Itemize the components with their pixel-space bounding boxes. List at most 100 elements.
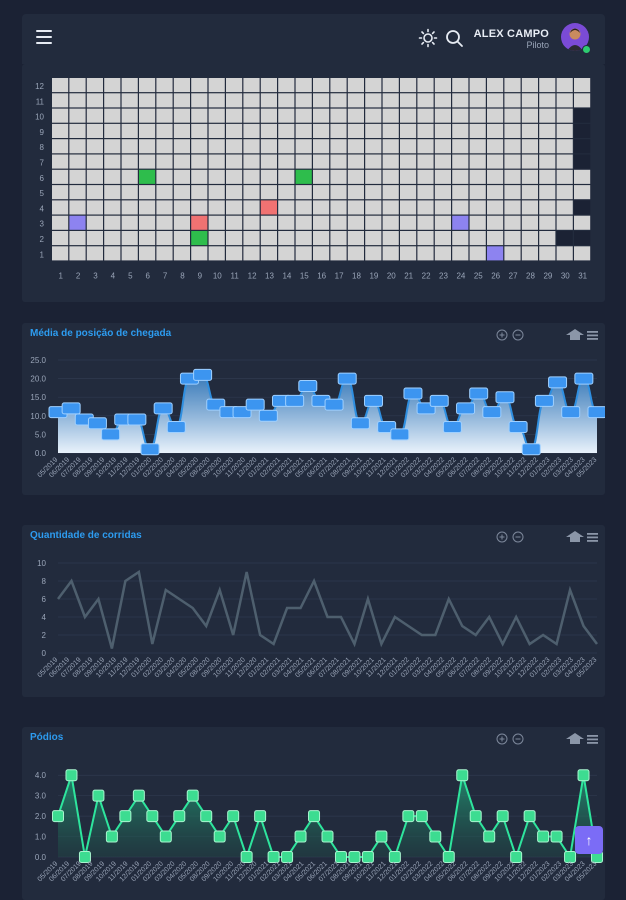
heatmap-cell [191,154,208,169]
data-point [213,830,226,843]
heatmap-cell [156,200,173,215]
data-point [52,810,64,823]
heatmap-cell [104,139,121,154]
heatmap-cell [260,123,277,138]
heatmap-cell [139,123,156,138]
heatmap-x-label: 17 [335,272,344,281]
heatmap-x-label: 5 [128,272,133,281]
chart-menu-icon[interactable] [587,331,598,340]
data-point [166,420,186,433]
heatmap-cell [504,246,521,261]
home-icon[interactable] [566,531,584,542]
heatmap-cell [156,108,173,123]
heatmap-cell [208,231,225,246]
heatmap-cell [69,139,86,154]
avatar[interactable] [561,23,589,51]
heatmap-cell [121,169,138,184]
heatmap-cell [295,231,312,246]
heatmap-cell [382,123,399,138]
data-point [361,851,374,863]
heatmap-cell [574,185,591,200]
zoom-out-icon[interactable] [512,531,524,543]
heatmap-cell [295,78,312,93]
heatmap-cell [469,215,486,230]
heatmap-cell [382,93,399,108]
heatmap-x-label: 12 [248,272,257,281]
heatmap-cell [139,200,156,215]
heatmap-cell [69,200,86,215]
heatmap-cell [86,139,103,154]
menu-icon[interactable] [36,30,52,44]
data-point [153,402,173,415]
heatmap-cell [86,154,103,169]
heatmap-cell [121,78,138,93]
chart-menu-icon[interactable] [587,735,598,744]
scroll-top-button[interactable]: ↑ [575,826,603,854]
heatmap-cell [226,215,243,230]
zoom-in-icon[interactable] [496,733,508,745]
heatmap-cell [260,169,277,184]
heatmap-cell [347,154,364,169]
heatmap-cell [487,123,504,138]
heatmap-cell [469,246,486,261]
heatmap-cell [521,123,538,138]
zoom-in-icon[interactable] [496,329,508,341]
heatmap-cell [173,78,190,93]
sun-icon[interactable] [418,28,438,48]
heatmap-cell [504,78,521,93]
heatmap-cell [539,231,556,246]
heatmap-cell [469,93,486,108]
data-point [482,406,502,419]
heatmap-cell [556,185,573,200]
heatmap-cell [313,169,330,184]
heatmap-cell [69,93,86,108]
y-tick-label: 15.0 [30,393,46,402]
heatmap-cell [121,108,138,123]
home-icon[interactable] [566,329,584,340]
heatmap-x-label: 30 [561,272,570,281]
heatmap-cell [574,139,591,154]
data-point [483,830,496,843]
heatmap-cell [86,93,103,108]
heatmap-cell [330,93,347,108]
heatmap-cell [487,231,504,246]
heatmap-cell [52,139,69,154]
heatmap-cell [469,78,486,93]
heatmap-cell [191,231,208,246]
heatmap-x-label: 3 [93,272,98,281]
zoom-out-icon[interactable] [512,733,524,745]
heatmap-x-label: 4 [111,272,116,281]
heatmap-cell [417,169,434,184]
heatmap-cell [139,108,156,123]
heatmap-cell [469,108,486,123]
heatmap-cell [574,108,591,123]
heatmap-cell [330,185,347,200]
zoom-in-icon[interactable] [496,531,508,543]
search-icon[interactable] [444,28,464,48]
heatmap-cell [504,169,521,184]
heatmap-cell [400,231,417,246]
heatmap-cell [574,78,591,93]
heatmap-y-label: 8 [40,143,45,152]
heatmap-y-label: 9 [40,128,45,137]
heatmap-cell [173,154,190,169]
y-tick-label: 2.0 [35,812,47,821]
zoom-out-icon[interactable] [512,329,524,341]
heatmap-cell [191,185,208,200]
heatmap-cell [365,78,382,93]
heatmap-cell [330,246,347,261]
heatmap-x-label: 18 [352,272,361,281]
heatmap-cell [382,246,399,261]
heatmap-cell [156,246,173,261]
data-point [65,769,78,782]
heatmap-cell [208,154,225,169]
heatmap-cell [278,185,295,200]
data-point [403,387,423,400]
home-icon[interactable] [566,733,584,744]
heatmap-cell [278,200,295,215]
avg-position-chart: 0.05.010.015.020.025.005/201906/201907/2… [30,329,605,479]
chart-menu-icon[interactable] [587,533,598,542]
heatmap-cell [521,169,538,184]
y-tick-label: 20.0 [30,375,46,384]
heatmap-cell [313,154,330,169]
